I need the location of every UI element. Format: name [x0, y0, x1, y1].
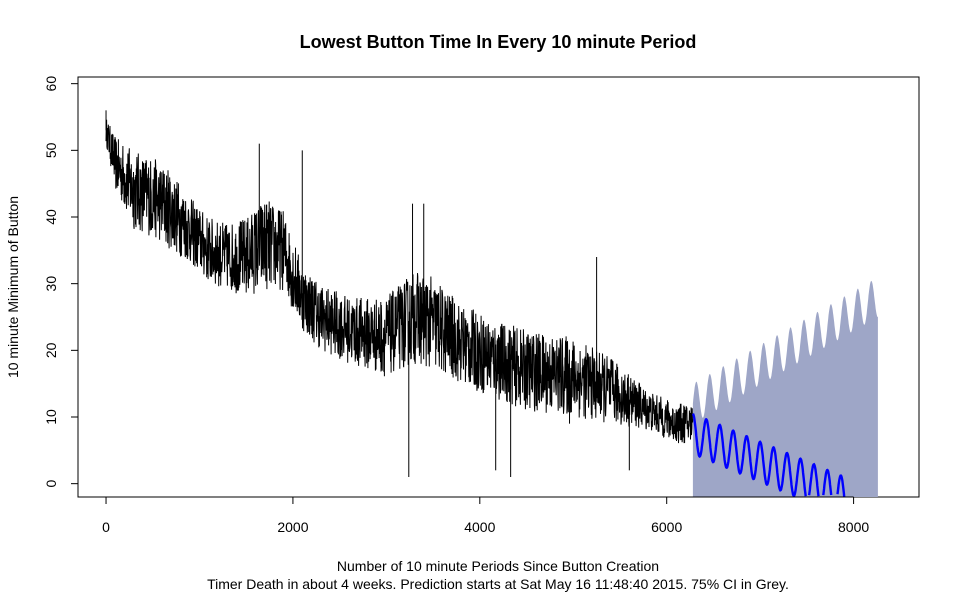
- y-tick-label: 50: [43, 142, 59, 158]
- ci-band-layer: [692, 280, 878, 497]
- y-axis: 0 10 20 30 40 50 60: [43, 76, 79, 488]
- chart-subtitle: Timer Death in about 4 weeks. Prediction…: [207, 576, 789, 592]
- observed-series-layer: [105, 110, 694, 477]
- prediction-series-line: [691, 412, 846, 498]
- ci-band: [692, 280, 878, 497]
- prediction-series-layer: [691, 412, 846, 498]
- x-tick-label: 6000: [651, 519, 682, 535]
- y-tick-label: 60: [43, 76, 59, 92]
- y-axis-label: 10 minute Minimum of Button: [5, 196, 21, 378]
- x-axis-label: Number of 10 minute Periods Since Button…: [337, 558, 659, 574]
- x-axis: 0 2000 4000 6000 8000: [102, 496, 869, 535]
- y-tick-label: 0: [43, 480, 59, 488]
- x-tick-label: 0: [102, 519, 110, 535]
- observed-series-line: [105, 119, 694, 444]
- x-tick-label: 4000: [464, 519, 495, 535]
- x-tick-label: 2000: [277, 519, 308, 535]
- x-tick-label: 8000: [838, 519, 869, 535]
- y-tick-label: 30: [43, 276, 59, 292]
- y-tick-label: 40: [43, 209, 59, 225]
- plot-area: [77, 76, 920, 498]
- chart-title: Lowest Button Time In Every 10 minute Pe…: [300, 32, 697, 52]
- y-tick-label: 20: [43, 342, 59, 358]
- y-tick-label: 10: [43, 409, 59, 425]
